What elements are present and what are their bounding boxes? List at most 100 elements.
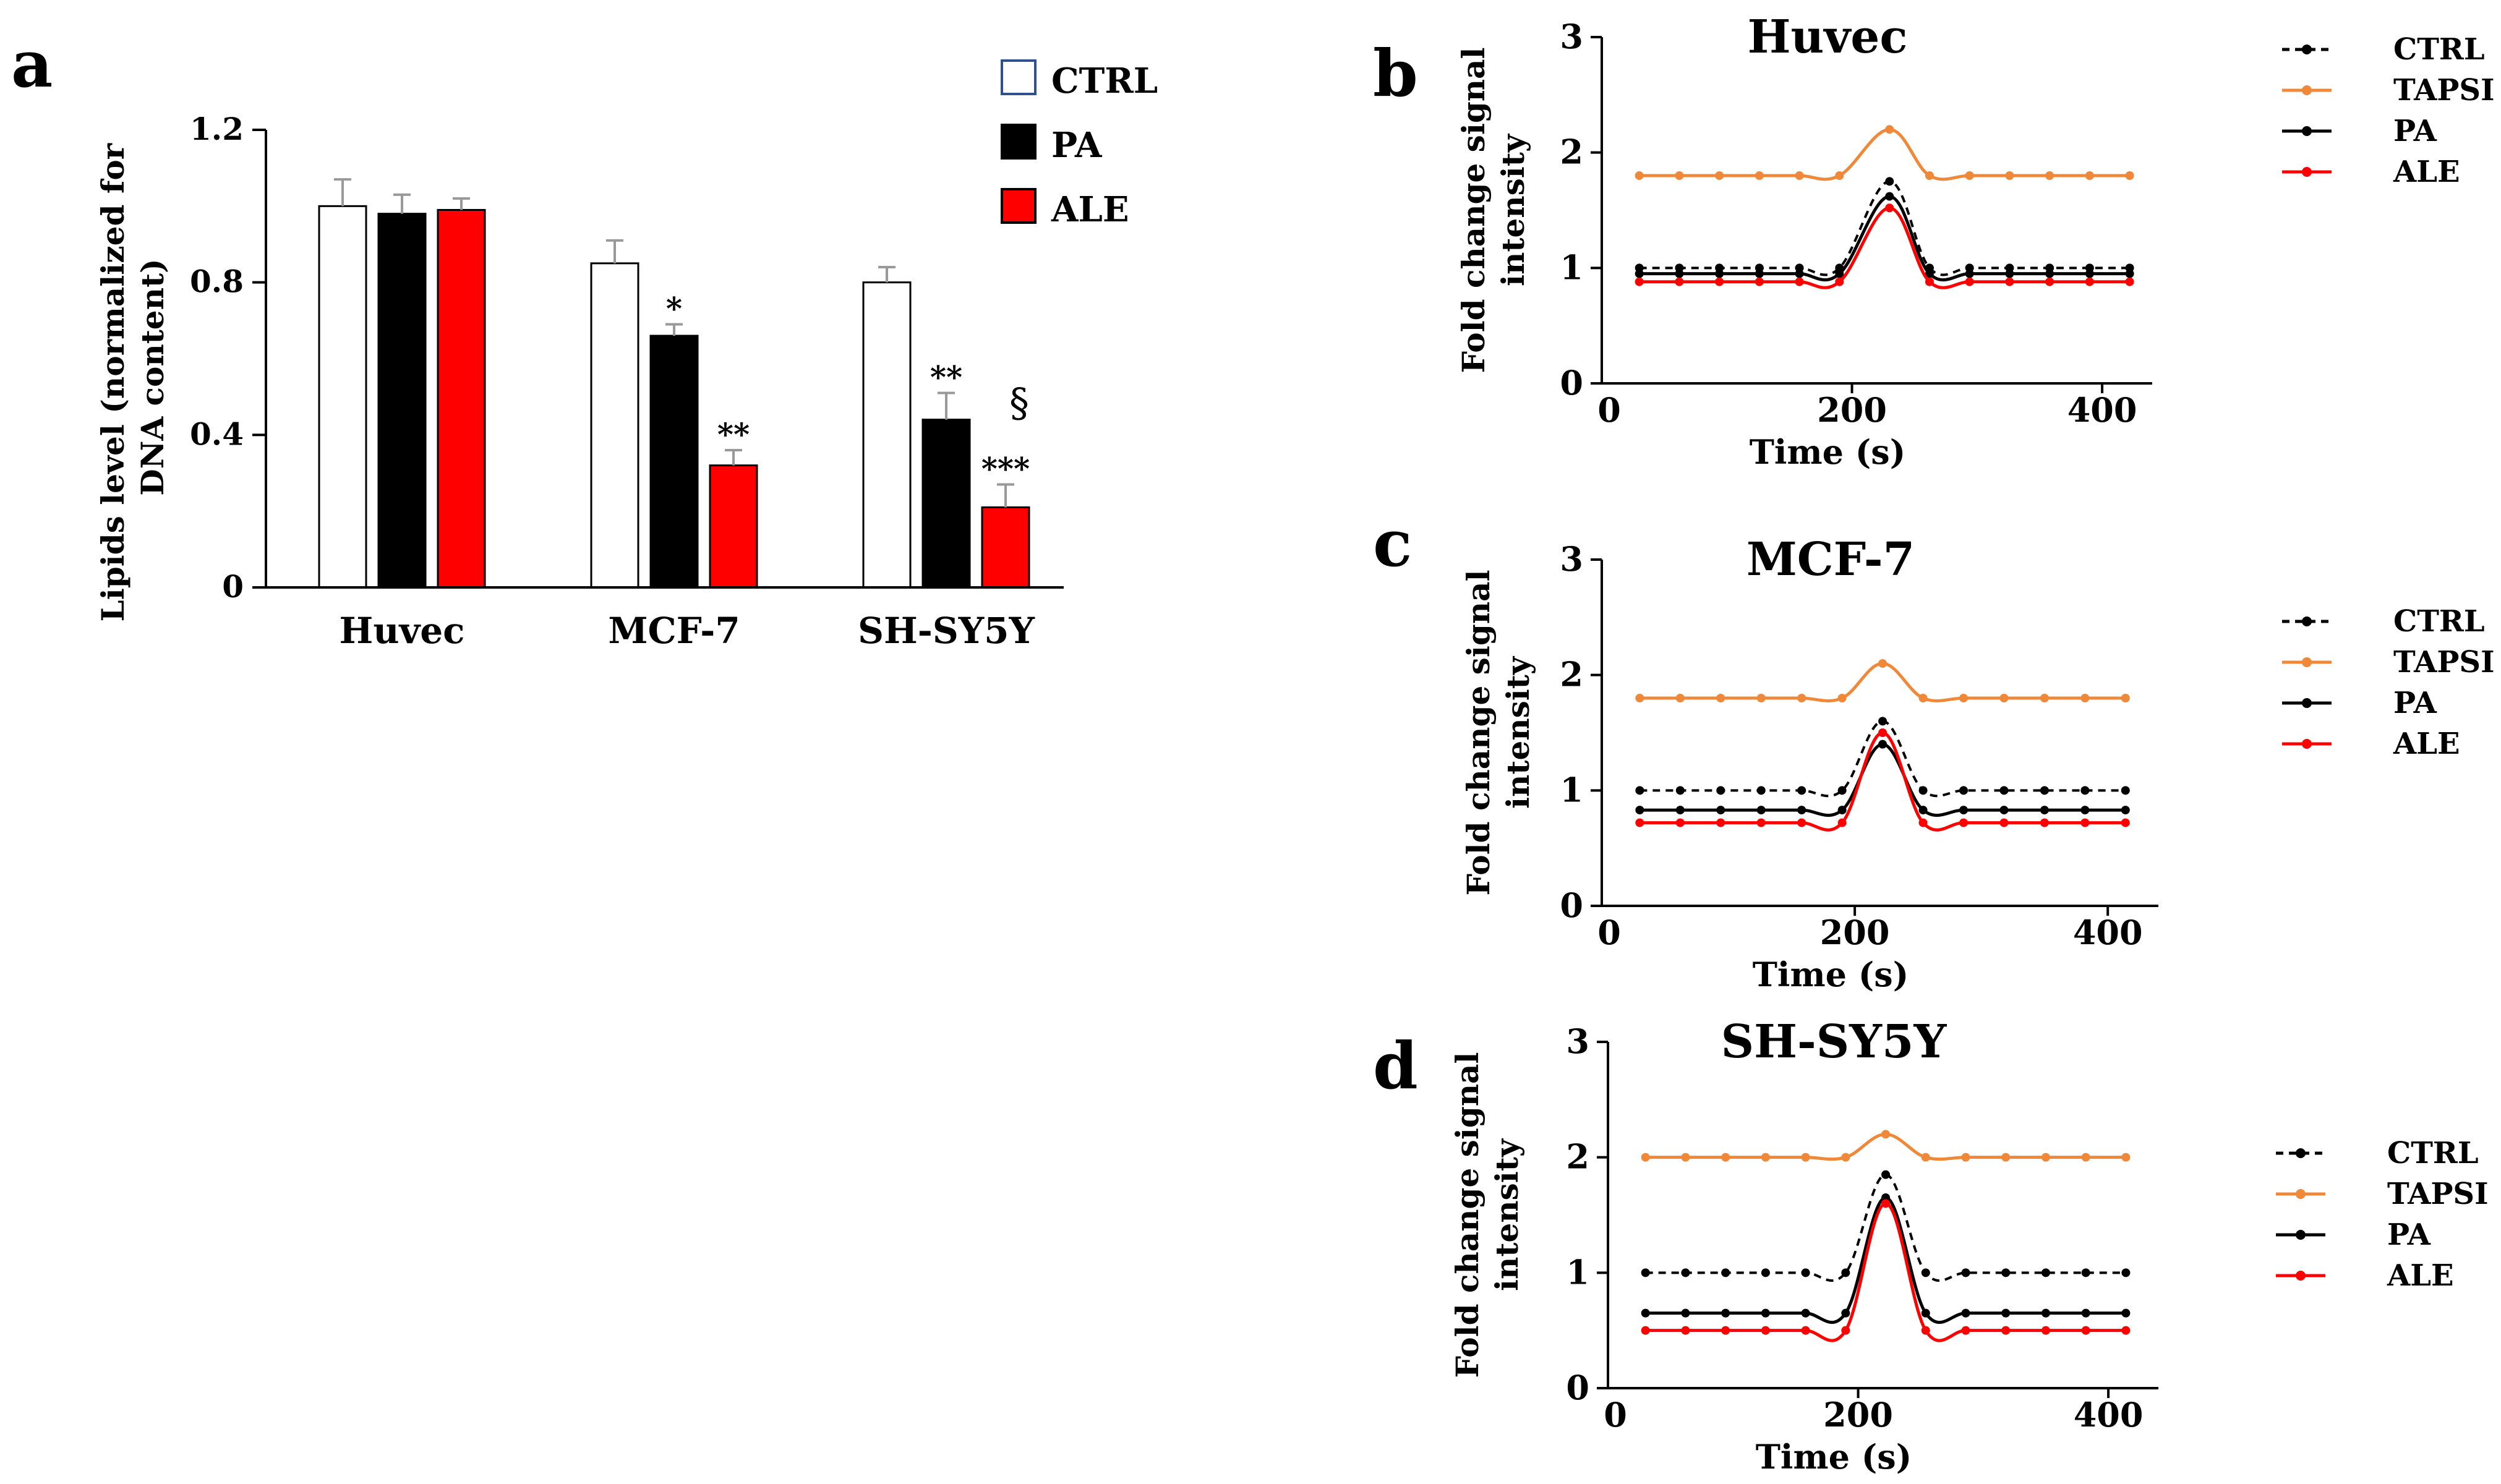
data-point-tapsi — [2125, 171, 2134, 180]
data-point-ctrl — [1635, 786, 1644, 795]
data-point-tapsi — [2121, 1153, 2131, 1162]
data-point-ctrl — [1716, 786, 1725, 795]
category-label-1: MCF-7 — [608, 610, 740, 652]
data-point-ale — [1721, 1326, 1730, 1335]
bar-ctrl-2 — [862, 281, 912, 589]
legend-marker-ctrl — [2302, 45, 2312, 54]
panel-a-label: a — [11, 26, 53, 102]
data-point-tapsi — [1801, 1153, 1810, 1162]
data-point-tapsi — [1921, 1153, 1930, 1162]
data-point-tapsi — [1961, 1153, 1970, 1162]
data-point-pa — [2041, 1308, 2050, 1318]
data-point-ale — [1835, 277, 1844, 286]
panel-d-label: d — [1373, 1028, 1418, 1104]
legend-marker-ale — [2302, 167, 2312, 177]
panel-a-ytick-label: 0 — [222, 568, 244, 605]
panel-c-ylabel-line2: intensity — [1500, 655, 1536, 809]
data-point-ale — [1635, 277, 1644, 286]
legend-label-ctrl: CTRL — [2393, 604, 2485, 639]
data-point-pa — [1961, 1308, 1970, 1318]
data-point-tapsi — [1795, 171, 1804, 180]
data-point-ale — [1797, 818, 1806, 827]
legend-marker-ale — [2296, 1271, 2306, 1281]
panel-a-bars — [318, 205, 1030, 589]
data-point-pa — [2085, 269, 2094, 278]
data-point-ale — [2080, 818, 2090, 827]
data-point-tapsi — [1756, 694, 1766, 702]
panel-b-xtick-label: 400 — [2067, 390, 2137, 430]
panel-b-xtick-label: 0 — [1597, 390, 1621, 430]
data-point-ctrl — [1885, 177, 1894, 186]
panel-b-ytick-label: 0 — [1560, 363, 1583, 403]
data-point-pa — [2081, 1308, 2090, 1318]
data-point-ale — [1918, 818, 1928, 827]
data-point-tapsi — [2080, 694, 2090, 702]
data-point-pa — [1835, 269, 1844, 278]
data-point-pa — [2045, 269, 2054, 278]
panel-c-ylabel: Fold change signal intensity — [1460, 569, 1536, 895]
data-point-pa — [2040, 806, 2049, 815]
data-point-tapsi — [1675, 171, 1684, 180]
data-point-ctrl — [1675, 786, 1685, 795]
legend-label-pa: PA — [2393, 114, 2437, 148]
series-line-tapsi — [1639, 127, 2130, 181]
panel-a-legend: CTRL PA ALE — [1001, 59, 1158, 230]
panel-b-xtick-label: 200 — [1817, 390, 1887, 430]
legend-marker-ale — [2302, 739, 2312, 749]
data-point-tapsi — [2085, 171, 2094, 180]
data-point-tapsi — [1761, 1153, 1770, 1162]
significance-mark: *** — [981, 451, 1030, 487]
data-point-ale — [1675, 277, 1684, 286]
data-point-pa — [1885, 192, 1894, 201]
data-point-ctrl — [2081, 1268, 2090, 1277]
data-point-tapsi — [1999, 694, 2009, 702]
panel-d-ytick-label: 3 — [1566, 1021, 1589, 1061]
panel-c-line-chart: c MCF-7 Fold change signal intensity Time (s… — [1373, 505, 2495, 994]
legend-marker-pa — [2296, 1230, 2306, 1240]
data-point-ale — [1837, 818, 1847, 827]
legend-label-tapsi: TAPSI — [2393, 73, 2495, 108]
legend-label-ale: ALE — [1051, 189, 1129, 230]
data-point-pa — [1635, 269, 1644, 278]
data-point-tapsi — [1837, 694, 1847, 702]
data-point-ale — [1635, 818, 1644, 827]
panel-d-title: SH-SY5Y — [1721, 1015, 1947, 1068]
data-point-ctrl — [1721, 1268, 1730, 1277]
data-point-tapsi — [2121, 694, 2130, 702]
data-point-tapsi — [1885, 125, 1894, 134]
data-point-tapsi — [2040, 694, 2049, 702]
legend-label-ale: ALE — [2393, 727, 2460, 761]
series-line-ctrl — [1645, 1173, 2126, 1282]
data-point-ale — [1755, 277, 1764, 286]
series-line-ale — [1639, 206, 2130, 289]
series-line-ctrl — [1639, 180, 2130, 276]
data-point-ale — [2005, 277, 2014, 286]
data-point-ctrl — [1761, 1268, 1770, 1277]
data-point-tapsi — [1715, 171, 1724, 180]
legend-label-pa: PA — [2387, 1217, 2431, 1252]
bar-ale-2 — [981, 506, 1030, 589]
data-point-ale — [1716, 818, 1725, 827]
data-point-ctrl — [1801, 1268, 1810, 1277]
data-point-pa — [1878, 740, 1888, 749]
data-point-ctrl — [1921, 1268, 1930, 1277]
data-point-tapsi — [1835, 171, 1844, 180]
legend-marker-ctrl — [2302, 616, 2312, 626]
data-point-tapsi — [2081, 1153, 2090, 1162]
legend-swatch-ctrl — [1001, 59, 1037, 95]
data-point-ale — [1641, 1326, 1650, 1335]
data-point-ale — [2085, 277, 2094, 286]
data-point-pa — [2005, 269, 2014, 278]
data-point-pa — [1641, 1308, 1650, 1318]
panel-c-ytick-label: 3 — [1560, 539, 1583, 579]
legend-marker-pa — [2302, 126, 2312, 136]
data-point-ctrl — [2041, 1268, 2050, 1277]
legend-marker-ctrl — [2296, 1148, 2306, 1158]
panel-a-error-bars — [334, 178, 1014, 508]
panel-b-line-chart: b Huvec Fold change signal intensity Time (s… — [1373, 11, 2495, 472]
data-point-ctrl — [1961, 1268, 1970, 1277]
data-point-ctrl — [1681, 1268, 1690, 1277]
bar-pa-0 — [377, 213, 427, 589]
series-line-pa — [1645, 1196, 2126, 1324]
data-point-ale — [1681, 1326, 1690, 1335]
